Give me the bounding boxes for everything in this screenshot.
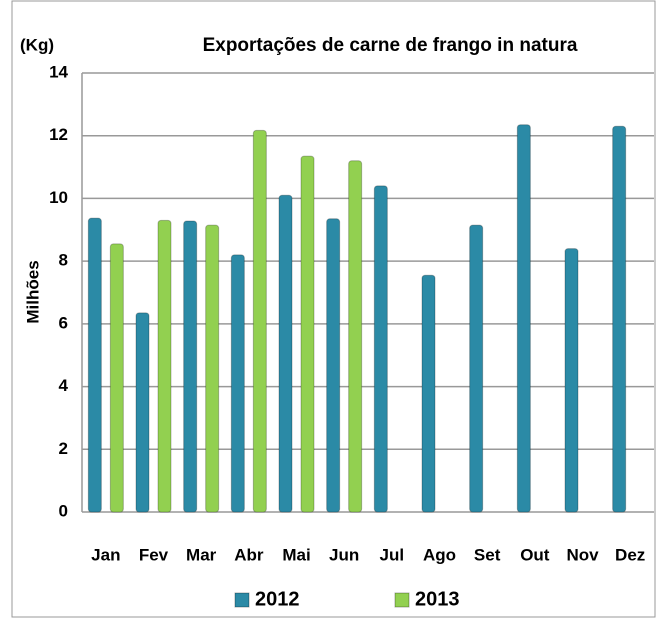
x-tick-label: Set <box>474 545 501 564</box>
y-tick-label: 0 <box>59 501 68 520</box>
bar <box>300 155 315 513</box>
x-tick-label: Jan <box>91 545 120 564</box>
unit-label: (Kg) <box>20 35 54 54</box>
x-tick-label: Mai <box>282 545 310 564</box>
bar <box>278 194 293 513</box>
bar <box>326 218 341 513</box>
legend-swatch <box>394 592 410 608</box>
y-tick-label: 2 <box>59 439 68 458</box>
bar <box>109 243 124 513</box>
x-tick-label: Nov <box>566 545 599 564</box>
bar <box>205 224 220 513</box>
bar <box>612 125 627 513</box>
y-tick-label: 8 <box>59 251 68 270</box>
x-tick-label: Out <box>520 545 550 564</box>
x-tick-label: Mar <box>186 545 217 564</box>
bar <box>348 160 363 513</box>
legend-swatch <box>234 592 250 608</box>
x-tick-label: Jul <box>380 545 405 564</box>
bar <box>135 312 150 513</box>
bar <box>421 274 436 513</box>
y-tick-label: 12 <box>49 125 68 144</box>
x-tick-label: Fev <box>139 545 169 564</box>
bar <box>564 248 579 513</box>
frame <box>11 0 656 618</box>
bar <box>183 220 198 513</box>
x-tick-label: Jun <box>329 545 359 564</box>
bar <box>230 254 245 513</box>
bar <box>373 185 388 513</box>
x-tick-label: Ago <box>423 545 456 564</box>
bar <box>157 219 172 513</box>
y-tick-label: 10 <box>49 188 68 207</box>
x-tick-label: Dez <box>615 545 645 564</box>
legend-label: 2013 <box>415 588 460 610</box>
y-tick-label: 6 <box>59 313 68 332</box>
bar <box>87 217 102 513</box>
y-axis-label: Milhões <box>23 260 42 323</box>
legend-label: 2012 <box>255 588 300 610</box>
bar <box>516 124 531 513</box>
x-tick-label: Abr <box>234 545 264 564</box>
chart-title: Exportações de carne de frango in natura <box>203 35 578 56</box>
y-tick-label: 14 <box>49 62 68 81</box>
bar <box>252 129 267 513</box>
y-tick-label: 4 <box>59 376 69 395</box>
bar <box>469 224 484 513</box>
